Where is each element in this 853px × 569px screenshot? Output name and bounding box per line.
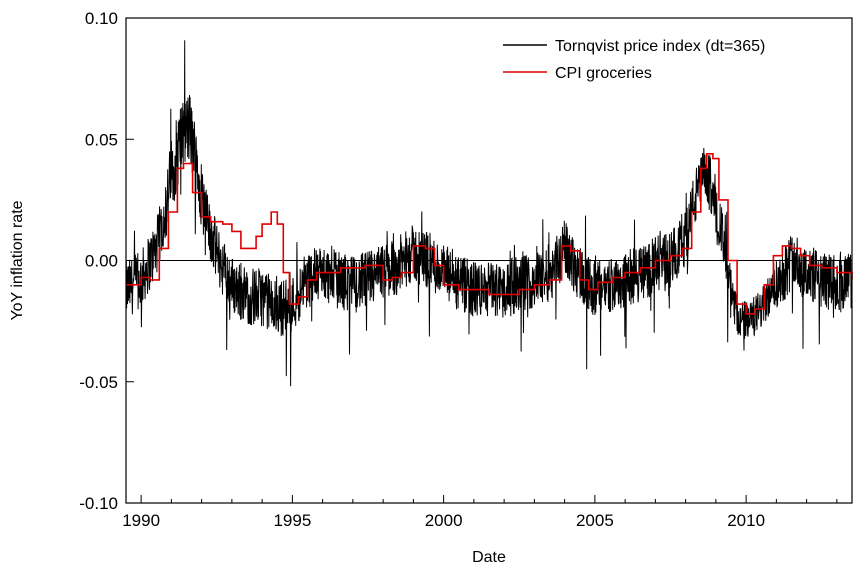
x-tick-label: 2010 xyxy=(727,511,765,530)
y-tick-label: -0.05 xyxy=(79,373,118,392)
legend: Tornqvist price index (dt=365) CPI groce… xyxy=(503,38,765,82)
x-axis-label: Date xyxy=(472,549,506,566)
x-tick-label: 2005 xyxy=(576,511,614,530)
y-tick-label: 0.10 xyxy=(85,9,118,28)
y-tick-label: 0.00 xyxy=(85,252,118,271)
series-line-tornqvist xyxy=(125,40,853,387)
legend-label-tornqvist: Tornqvist price index (dt=365) xyxy=(555,38,765,55)
y-axis-label: YoY inflation rate xyxy=(9,200,26,320)
x-tick-label: 2000 xyxy=(425,511,463,530)
plot-area xyxy=(125,40,853,387)
y-tick-label: -0.10 xyxy=(79,494,118,513)
x-axis: 1990 1995 2000 2005 2010 xyxy=(122,495,838,530)
x-tick-label: 1995 xyxy=(273,511,311,530)
x-tick-label: 1990 xyxy=(122,511,160,530)
legend-label-cpi-groceries: CPI groceries xyxy=(555,65,652,82)
y-tick-label: 0.05 xyxy=(85,130,118,149)
series-line-cpi-groceries xyxy=(126,153,853,315)
y-axis: -0.10 -0.05 0.00 0.05 0.10 xyxy=(79,9,134,513)
